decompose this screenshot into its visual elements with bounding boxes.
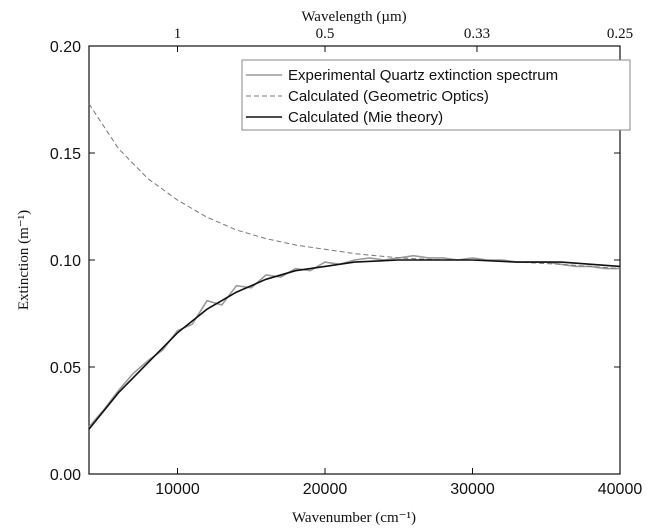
y-tick-label: 0.10 xyxy=(50,253,81,270)
legend-label: Calculated (Mie theory) xyxy=(288,109,443,126)
x-tick-label: 40000 xyxy=(598,481,643,498)
series-line xyxy=(88,259,621,430)
y-tick-label: 0.20 xyxy=(50,39,81,56)
x2-tick-label: 1 xyxy=(174,26,182,42)
x2-axis-title: Wavelength (µm) xyxy=(301,9,406,25)
legend-label: Calculated (Geometric Optics) xyxy=(288,88,489,105)
x2-tick-label: 0.33 xyxy=(464,26,490,42)
legend-label: Experimental Quartz extinction spectrum xyxy=(288,67,558,84)
x2-tick-label: 0.5 xyxy=(316,26,335,42)
x2-tick-label: 0.25 xyxy=(607,26,633,42)
y-tick-label: 0.15 xyxy=(50,146,81,163)
x-tick-label: 20000 xyxy=(303,481,348,498)
y-tick-label: 0.00 xyxy=(50,467,81,484)
x-tick-label: 30000 xyxy=(450,481,495,498)
x-axis-title: Wavenumber (cm⁻¹) xyxy=(292,510,416,526)
y-axis-title: Extinction (m⁻¹) xyxy=(16,210,32,310)
x-tick-label: 10000 xyxy=(155,481,200,498)
y-tick-label: 0.05 xyxy=(50,360,81,377)
legend-box xyxy=(241,59,631,131)
